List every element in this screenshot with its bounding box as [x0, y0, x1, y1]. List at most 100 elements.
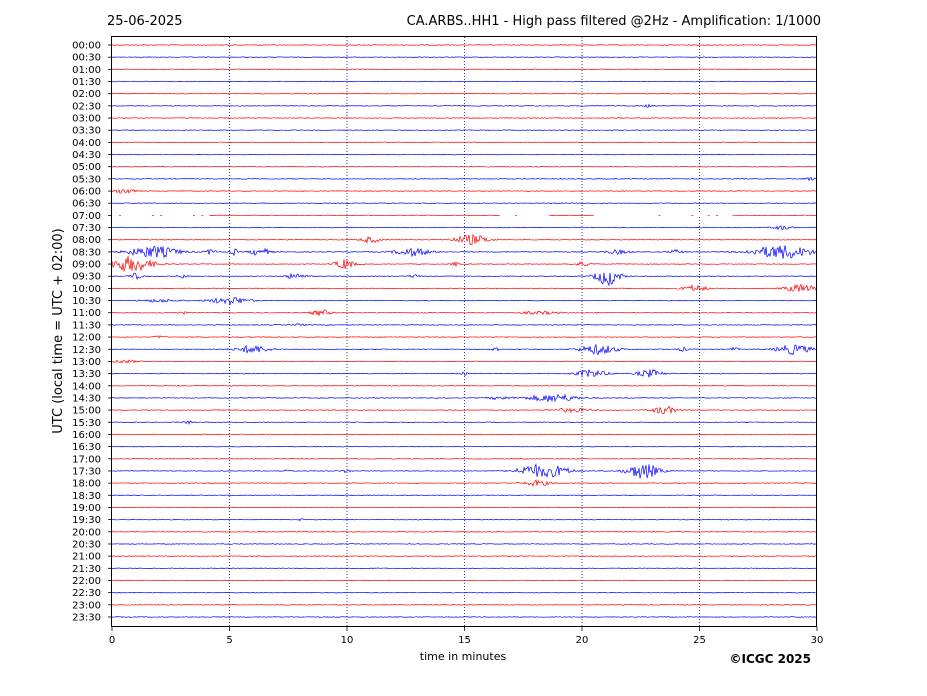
x-tick-label: 10 — [341, 635, 354, 646]
trace-row — [111, 103, 818, 108]
y-tick-label: 05:00 — [72, 162, 101, 173]
trace-line — [111, 80, 818, 83]
trace-row — [111, 225, 818, 231]
trace-line — [111, 518, 818, 522]
trace-line — [111, 255, 818, 273]
trace-line — [111, 405, 818, 415]
trace-line — [111, 344, 817, 356]
y-tick-label: 22:30 — [72, 588, 101, 599]
trace-line — [111, 272, 818, 287]
y-tick-label: 01:30 — [72, 77, 101, 88]
trace-line — [111, 56, 818, 58]
y-tick-label: 04:00 — [72, 138, 101, 149]
trace-line — [111, 543, 818, 545]
trace-row — [111, 579, 818, 582]
y-tick-label: 10:30 — [72, 296, 101, 307]
trace-line — [111, 177, 818, 182]
trace-row — [111, 92, 818, 95]
y-tick-label: 06:30 — [72, 199, 101, 210]
seismic-traces — [111, 44, 818, 618]
y-tick-label: 09:00 — [72, 260, 101, 271]
trace-line — [111, 433, 818, 436]
trace-line — [111, 591, 818, 594]
trace-line — [111, 479, 818, 487]
y-tick-label: 14:30 — [72, 393, 101, 404]
trace-row — [111, 543, 818, 545]
y-tick-label: 02:30 — [72, 101, 101, 112]
trace-line — [111, 129, 818, 131]
trace-line — [111, 445, 818, 448]
x-tick-label: 15 — [458, 635, 471, 646]
trace-line — [111, 296, 818, 305]
trace-row — [111, 117, 818, 119]
trace-row — [111, 153, 818, 156]
x-tick-label: 20 — [576, 635, 589, 646]
x-tick-label: 25 — [693, 635, 706, 646]
trace-row — [111, 506, 818, 509]
y-tick-label: 11:00 — [72, 308, 101, 319]
trace-row — [111, 245, 818, 259]
trace-line — [111, 384, 818, 387]
trace-line — [111, 506, 818, 509]
trace-row — [111, 188, 818, 194]
y-tick-label: 06:00 — [72, 187, 101, 198]
trace-line — [111, 103, 818, 108]
trace-line — [111, 458, 818, 460]
trace-row — [111, 283, 818, 292]
trace-line — [111, 92, 818, 95]
y-tick-label: 09:30 — [72, 272, 101, 283]
y-tick-label: 18:30 — [72, 491, 101, 502]
y-tick-label: 17:00 — [72, 454, 101, 465]
trace-row — [111, 296, 818, 305]
trace-line — [111, 368, 818, 378]
trace-row — [111, 494, 818, 497]
y-tick-label: 22:00 — [72, 576, 101, 587]
trace-line — [111, 117, 818, 119]
trace-row — [111, 518, 818, 522]
trace-line — [111, 393, 818, 403]
trace-row — [111, 616, 818, 618]
trace-row — [111, 344, 817, 356]
y-tick-label: 07:30 — [72, 223, 101, 234]
x-tick-label: 5 — [226, 635, 232, 646]
trace-row — [111, 233, 818, 245]
y-tick-label: 21:30 — [72, 564, 101, 575]
trace-line — [111, 555, 818, 557]
trace-row — [112, 463, 817, 479]
trace-line — [111, 531, 818, 533]
trace-row — [111, 165, 818, 168]
y-tick-label: 08:00 — [72, 235, 101, 246]
y-tick-label: 19:00 — [72, 503, 101, 514]
y-tick-label: 17:30 — [72, 466, 101, 477]
trace-row — [111, 368, 818, 378]
y-tick-label: 00:00 — [72, 41, 101, 52]
y-tick-label: 10:00 — [72, 284, 101, 295]
trace-line — [112, 141, 818, 144]
trace-row — [111, 323, 818, 327]
trace-row — [111, 458, 818, 460]
trace-line — [111, 359, 818, 364]
trace-row — [112, 141, 818, 144]
trace-row — [111, 177, 818, 182]
chart-date: 25-06-2025 — [107, 14, 183, 29]
y-tick-label: 15:00 — [72, 406, 101, 417]
trace-line — [111, 323, 818, 327]
y-tick-label: 11:30 — [72, 320, 101, 331]
trace-line — [111, 309, 818, 316]
trace-line — [112, 463, 817, 479]
y-tick-label: 12:30 — [72, 345, 101, 356]
y-tick-label: 08:30 — [72, 247, 101, 258]
y-tick-label: 20:00 — [72, 527, 101, 538]
trace-row — [111, 555, 818, 557]
y-tick-label: 21:00 — [72, 552, 101, 563]
data-gap — [499, 213, 550, 217]
grid-lines — [229, 37, 700, 626]
y-axis-label: UTC (local time = UTC + 02:00) — [51, 228, 66, 433]
copyright-label: ©ICGC 2025 — [729, 652, 811, 666]
trace-row — [111, 56, 818, 58]
x-tick-label: 0 — [109, 635, 115, 646]
trace-row — [111, 479, 818, 487]
data-gap — [593, 213, 735, 217]
y-tick-label: 16:00 — [72, 430, 101, 441]
